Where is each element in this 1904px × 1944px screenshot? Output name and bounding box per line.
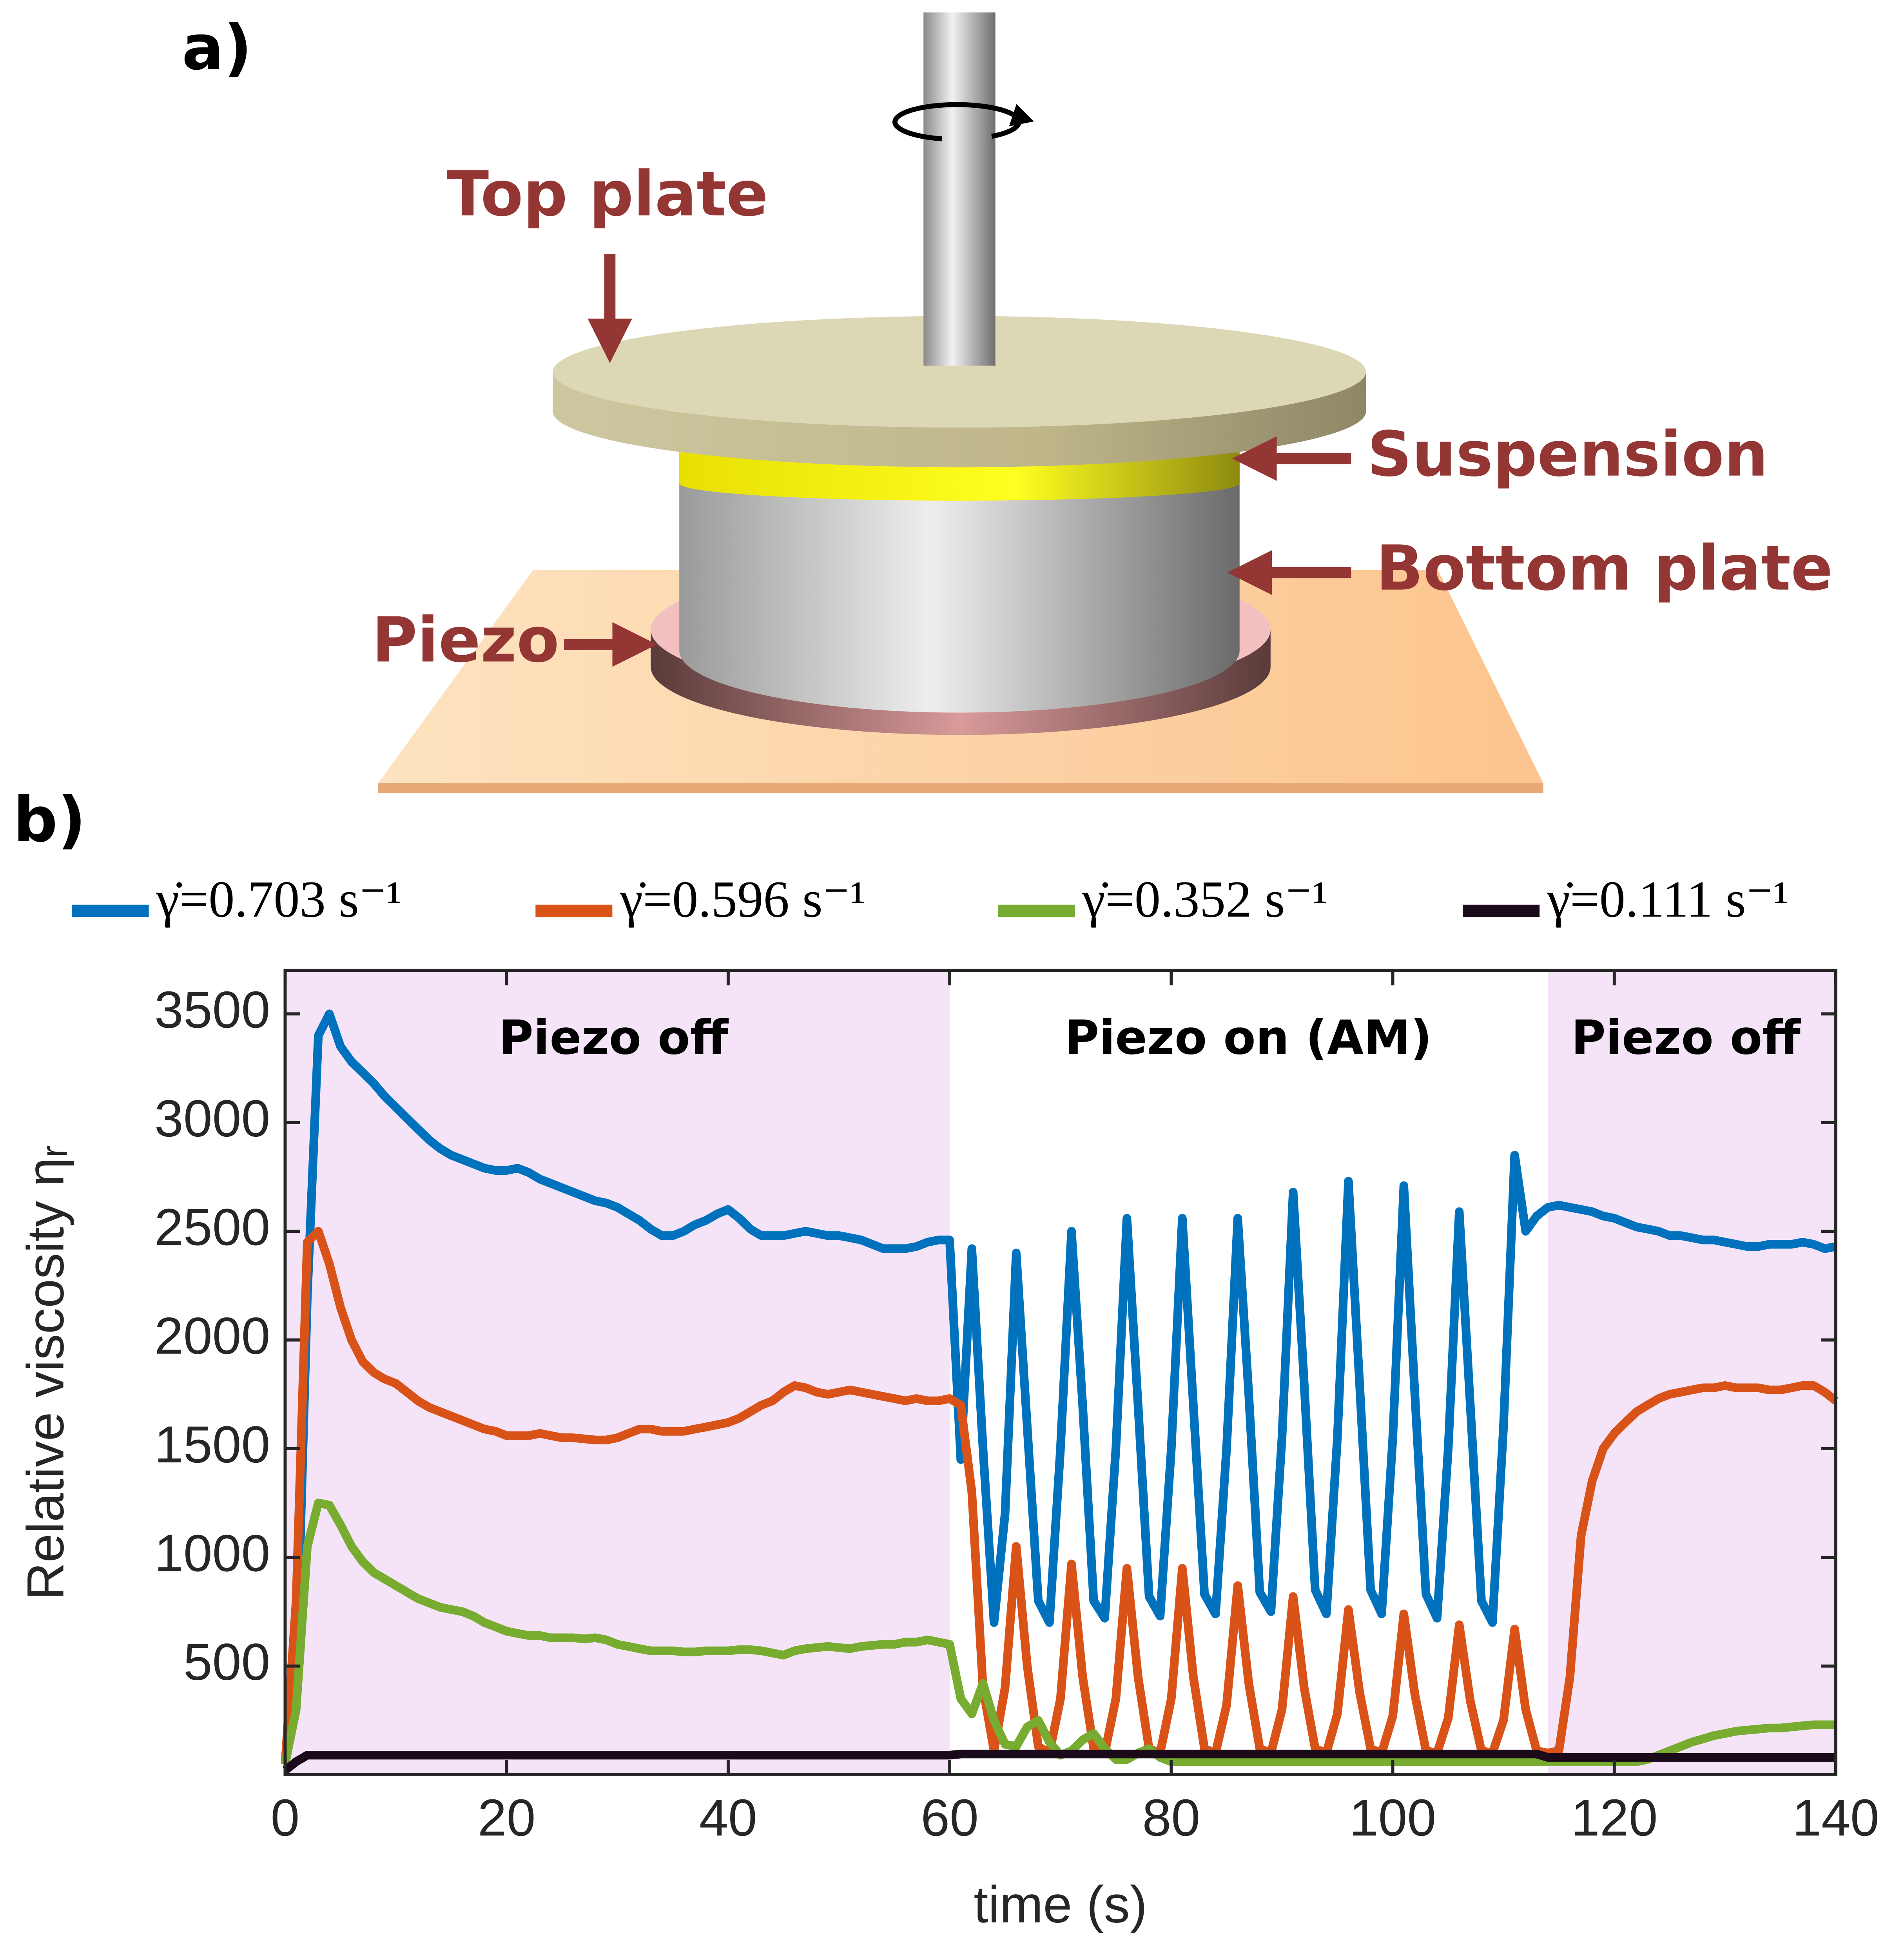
legend-label: γ̇=0.111 s⁻¹: [1547, 870, 1789, 928]
x-tick-label: 140: [1792, 1789, 1879, 1847]
shaded-region: [1548, 970, 1836, 1775]
y-tick-label: 3500: [154, 981, 270, 1039]
diagram-label: Piezo: [372, 604, 559, 676]
data-line: [281, 1227, 1839, 1764]
x-tick-label: 60: [921, 1789, 979, 1847]
annotation: Piezo on (AM): [1064, 1010, 1432, 1065]
panel-label: a): [182, 12, 252, 84]
x-tick-label: 40: [699, 1789, 757, 1847]
legend-label: γ̇=0.352 s⁻¹: [1082, 870, 1328, 928]
y-tick-label: 2000: [154, 1307, 270, 1365]
y-axis-label: Relative viscosity ηᵣ: [17, 1145, 75, 1600]
legend-label: γ̇=0.596 s⁻¹: [619, 870, 865, 928]
y-tick-label: 3000: [154, 1090, 270, 1148]
diagram-label: Suspension: [1367, 419, 1768, 491]
panel-label: b): [13, 784, 86, 856]
x-tick-label: 20: [478, 1789, 536, 1847]
diagram-label: Bottom plate: [1376, 533, 1833, 605]
legend-label: γ̇=0.703 s⁻¹: [156, 870, 402, 928]
y-tick-label: 500: [183, 1633, 270, 1691]
y-tick-label: 1500: [154, 1416, 270, 1474]
annotation: Piezo off: [1571, 1010, 1801, 1065]
annotation: Piezo off: [499, 1010, 729, 1065]
diagram-label: Top plate: [446, 158, 768, 230]
x-tick-label: 100: [1349, 1789, 1436, 1847]
plot-frame: [283, 969, 1837, 1776]
y-tick-label: 1000: [154, 1524, 270, 1582]
x-tick-label: 0: [271, 1789, 300, 1847]
rheometer-diagram: [378, 12, 1543, 794]
data-line: [281, 1009, 1837, 1765]
x-tick-label: 80: [1142, 1789, 1200, 1847]
x-axis-label: time (s): [974, 1876, 1147, 1934]
x-tick-label: 120: [1571, 1789, 1658, 1847]
y-tick-label: 2500: [154, 1198, 270, 1256]
data-line: [282, 1750, 1836, 1774]
